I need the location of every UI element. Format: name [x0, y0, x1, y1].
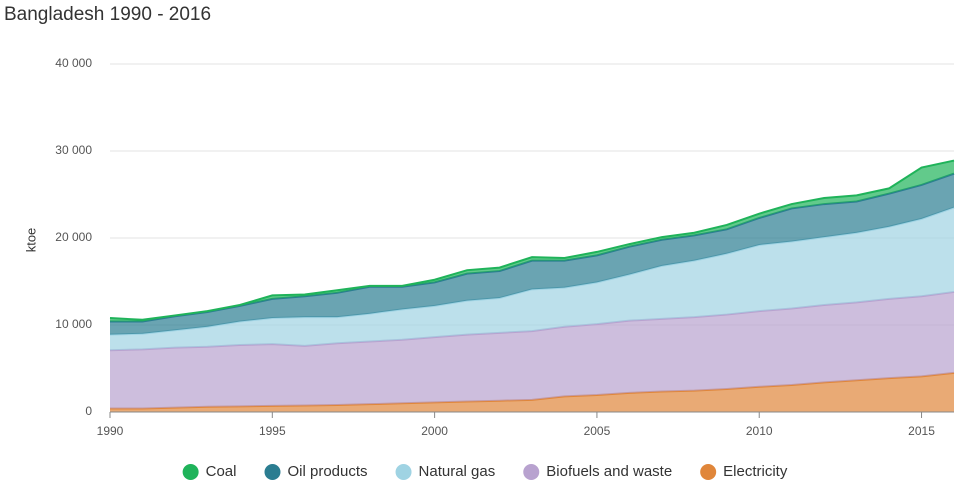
- y-axis-label: ktoe: [23, 228, 38, 253]
- legend-label: Biofuels and waste: [546, 463, 672, 480]
- area-fill: [110, 291, 954, 409]
- y-tick-label: 20 000: [55, 230, 92, 244]
- x-tick-label: 2015: [908, 424, 935, 438]
- y-tick-label: 0: [85, 404, 92, 418]
- chart-title: Bangladesh 1990 - 2016: [4, 4, 211, 25]
- legend-label: Oil products: [287, 463, 367, 480]
- legend-swatch: [700, 464, 717, 480]
- legend: Coal Oil products Natural gas Biofuels and …: [182, 463, 788, 480]
- areas: [109, 159, 955, 412]
- legend-item[interactable]: Biofuels and waste: [523, 463, 672, 480]
- x-tick-label: 1990: [97, 424, 124, 438]
- x-tick-label: 1995: [259, 424, 286, 438]
- area-fill: [110, 173, 954, 335]
- legend-swatch: [523, 464, 540, 480]
- y-tick-label: 40 000: [55, 56, 92, 70]
- legend-item[interactable]: Electricity: [700, 463, 788, 480]
- legend-label: Natural gas: [419, 463, 496, 480]
- y-tick-label: 10 000: [55, 317, 92, 331]
- legend-swatch: [264, 464, 281, 480]
- x-tick-label: 2005: [584, 424, 611, 438]
- area-fill: [110, 207, 954, 351]
- legend-swatch: [395, 464, 412, 480]
- area-fill: [110, 372, 954, 412]
- y-tick-label: 30 000: [55, 143, 92, 157]
- legend-item[interactable]: Coal: [182, 463, 237, 480]
- x-tick-label: 2010: [746, 424, 773, 438]
- legend-label: Electricity: [723, 463, 788, 480]
- legend-label: Coal: [206, 463, 237, 480]
- legend-item[interactable]: Natural gas: [395, 463, 496, 480]
- legend-swatch: [182, 464, 199, 480]
- area-line: [109, 159, 955, 321]
- legend-item[interactable]: Oil products: [264, 463, 368, 480]
- x-tick-label: 2000: [421, 424, 448, 438]
